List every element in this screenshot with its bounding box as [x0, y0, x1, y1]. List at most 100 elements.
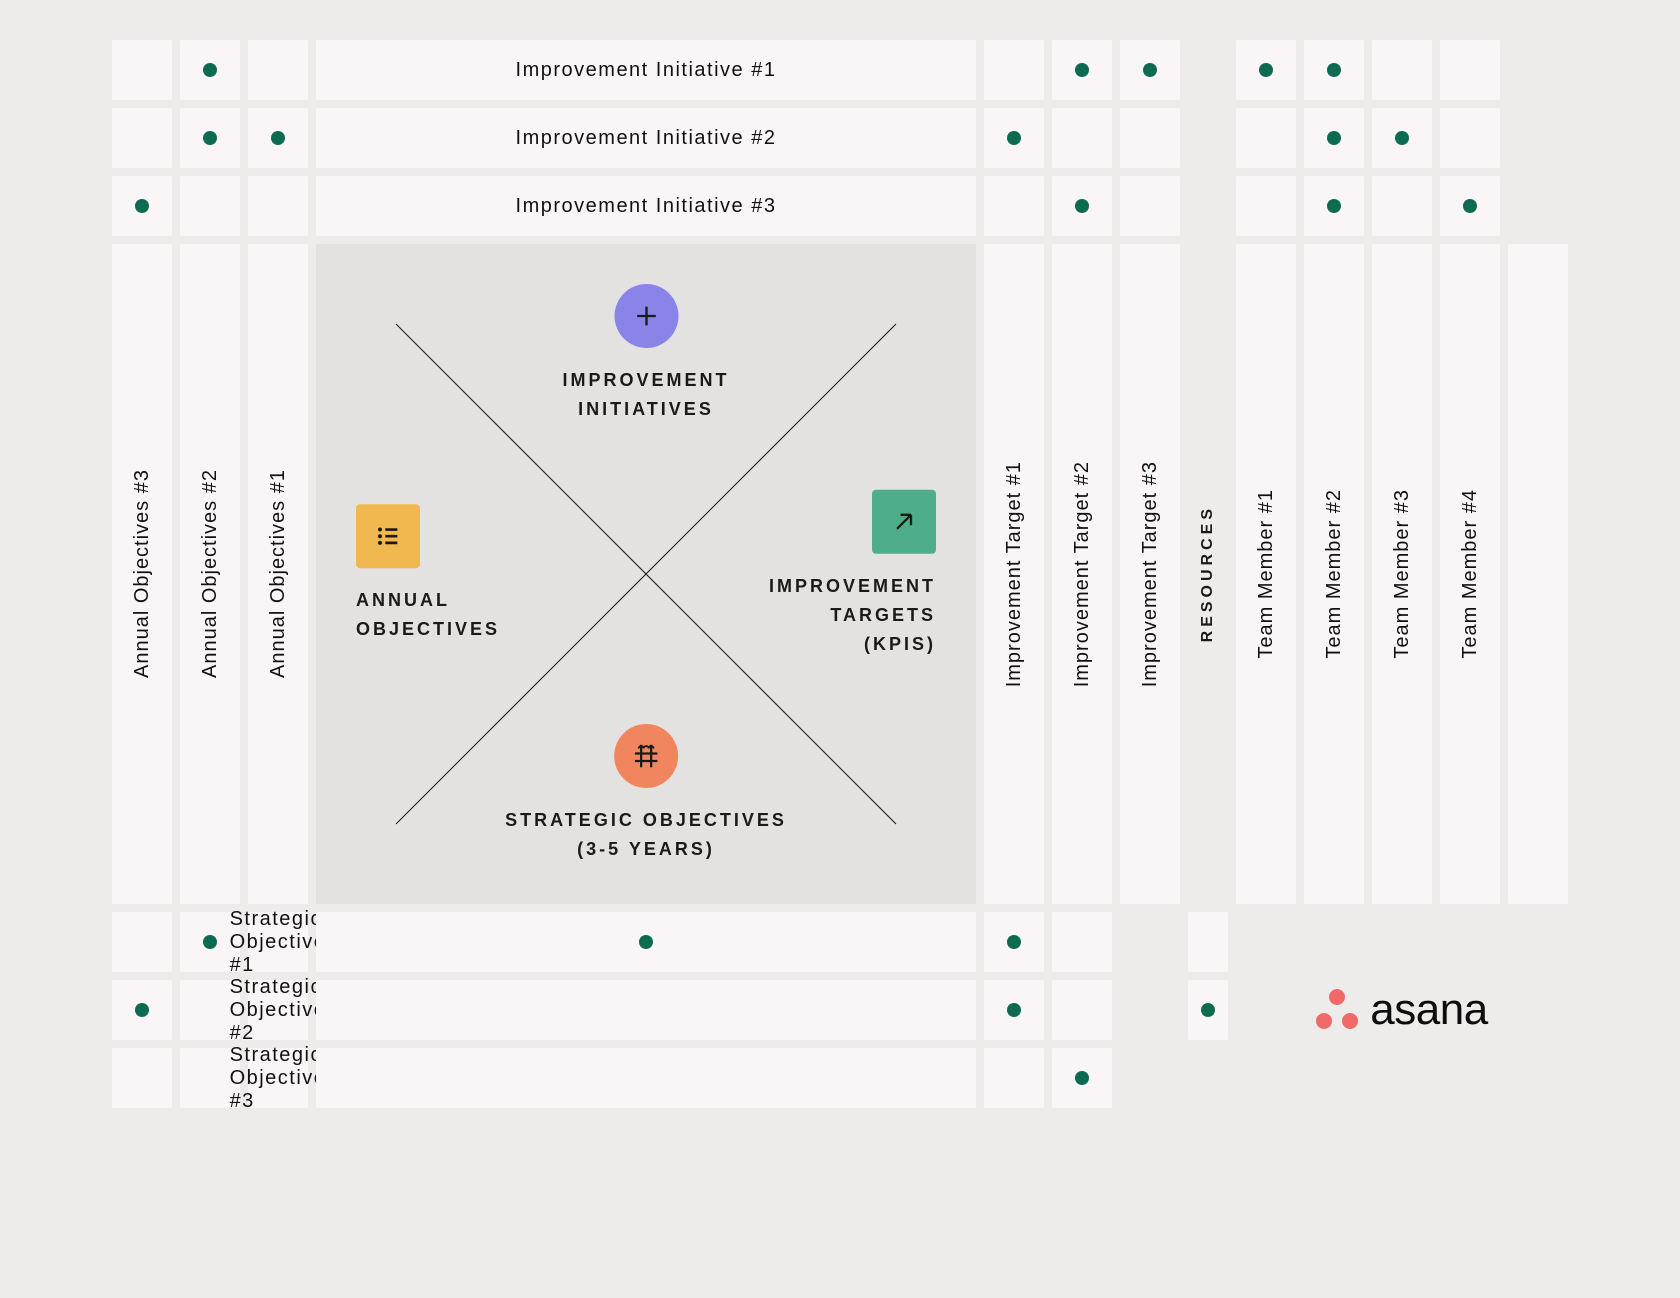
- dot-icon: [1327, 199, 1341, 213]
- cell-it2-ii2: [1052, 108, 1112, 168]
- cell-it1-ii1: [984, 40, 1044, 100]
- cell-tm2-ii2: [1304, 108, 1364, 168]
- arrow-icon: [872, 490, 936, 554]
- spacer: [1188, 176, 1228, 236]
- grid-icon: [614, 724, 678, 788]
- cell-tm1-ii1: [1236, 40, 1296, 100]
- cell-it2-so2: [984, 980, 1044, 1040]
- spacer: [1188, 108, 1228, 168]
- col-label-it2: Improvement Target #2: [1052, 244, 1112, 904]
- cell-ao2-ii2: [180, 108, 240, 168]
- cell-tm2-ii1: [1304, 40, 1364, 100]
- cell-ao2-so2: [112, 980, 172, 1040]
- cell-tm3-ii1: [1372, 40, 1432, 100]
- cell-it1-so2: [316, 980, 976, 1040]
- cell-ao2-ii1: [180, 40, 240, 100]
- cell-ao1-ii1: [248, 40, 308, 100]
- spacer: [1120, 912, 1180, 972]
- row-label-ii3: Improvement Initiative #3: [316, 176, 976, 236]
- dot-icon: [135, 199, 149, 213]
- dot-icon: [1327, 63, 1341, 77]
- cell-it1-ii2: [984, 108, 1044, 168]
- col-label-tm2: Team Member #2: [1304, 244, 1364, 904]
- dot-icon: [1327, 131, 1341, 145]
- cell-it3-ii2: [1120, 108, 1180, 168]
- quad-right: IMPROVEMENT TARGETS (KPIS): [769, 490, 936, 658]
- cell-tm3-ii3: [1372, 176, 1432, 236]
- col-label-ao3: Annual Objectives #3: [112, 244, 172, 904]
- cell-tm1-ii3: [1236, 176, 1296, 236]
- col-label-tm4: Team Member #4: [1440, 244, 1500, 904]
- dot-icon: [1075, 63, 1089, 77]
- col-label-tm1: Team Member #1: [1236, 244, 1296, 904]
- cell-it3-ii1: [1120, 40, 1180, 100]
- dot-icon: [1075, 1071, 1089, 1085]
- cell-tm1-ii2: [1236, 108, 1296, 168]
- cell-tm2-ii3: [1304, 176, 1364, 236]
- spacer: [1120, 980, 1180, 1040]
- dot-icon: [135, 1003, 149, 1017]
- quad-right-label: IMPROVEMENT TARGETS (KPIS): [769, 572, 936, 658]
- row-label-so2: Strategic Objective #2: [248, 980, 308, 1040]
- center-x-diagram: IMPROVEMENT INITIATIVES ANNUAL OBJECTIVE…: [316, 244, 976, 904]
- brand-name: asana: [1370, 985, 1487, 1035]
- dot-icon: [1007, 1003, 1021, 1017]
- asana-dots-icon: [1316, 989, 1358, 1031]
- spacer: [1508, 176, 1568, 236]
- cell-ao3-so2: [1188, 912, 1228, 972]
- quad-top: IMPROVEMENT INITIATIVES: [562, 284, 729, 424]
- row-label-ii1: Improvement Initiative #1: [316, 40, 976, 100]
- dot-icon: [1007, 131, 1021, 145]
- cell-it2-ii3: [1052, 176, 1112, 236]
- cell-it3-so2: [1052, 980, 1112, 1040]
- col-label-it1: Improvement Target #1: [984, 244, 1044, 904]
- spacer: [1508, 40, 1568, 100]
- cell-tm3-ii2: [1372, 108, 1432, 168]
- quad-left: ANNUAL OBJECTIVES: [356, 504, 500, 644]
- cell-ao3-ii1: [112, 40, 172, 100]
- dot-icon: [271, 131, 285, 145]
- dot-icon: [1463, 199, 1477, 213]
- spacer: [1120, 1048, 1180, 1108]
- resources-header: RESOURCES: [1188, 244, 1228, 904]
- cell-tm4-ii3: [1440, 176, 1500, 236]
- cell-ao1-ii3: [248, 176, 308, 236]
- row-label-so1: Strategic Objective #1: [248, 912, 308, 972]
- cell-it3-so3: [1052, 1048, 1112, 1108]
- cell-it2-so1: [984, 912, 1044, 972]
- cell-it2-ii1: [1052, 40, 1112, 100]
- dot-icon: [1007, 935, 1021, 949]
- quad-left-label: ANNUAL OBJECTIVES: [356, 586, 500, 644]
- cell-it3-so1: [1052, 912, 1112, 972]
- dot-icon: [639, 935, 653, 949]
- brand-logo: asana: [1236, 912, 1568, 1108]
- cell-ao3-so1: [1508, 244, 1568, 904]
- quad-bottom-label: STRATEGIC OBJECTIVES (3-5 YEARS): [505, 806, 787, 864]
- dot-icon: [1395, 131, 1409, 145]
- dot-icon: [1075, 199, 1089, 213]
- col-label-ao2: Annual Objectives #2: [180, 244, 240, 904]
- cell-it3-ii3: [1120, 176, 1180, 236]
- row-label-so3: Strategic Objective #3: [248, 1048, 308, 1108]
- cell-tm4-ii1: [1440, 40, 1500, 100]
- dot-icon: [203, 131, 217, 145]
- cell-ao2-ii3: [180, 176, 240, 236]
- col-label-tm3: Team Member #3: [1372, 244, 1432, 904]
- dot-icon: [203, 63, 217, 77]
- dot-icon: [1143, 63, 1157, 77]
- cell-it1-ii3: [984, 176, 1044, 236]
- cell-ao1-ii2: [248, 108, 308, 168]
- cell-ao3-so3: [1188, 980, 1228, 1040]
- cell-ao2-so1: [112, 912, 172, 972]
- dot-icon: [203, 935, 217, 949]
- cell-it2-so3: [984, 1048, 1044, 1108]
- cell-ao2-so3: [112, 1048, 172, 1108]
- spacer: [1188, 40, 1228, 100]
- spacer: [1508, 108, 1568, 168]
- quad-bottom: STRATEGIC OBJECTIVES (3-5 YEARS): [505, 724, 787, 864]
- cell-ao3-ii2: [112, 108, 172, 168]
- cell-it1-so1: [316, 912, 976, 972]
- quad-top-label: IMPROVEMENT INITIATIVES: [562, 366, 729, 424]
- list-icon: [356, 504, 420, 568]
- cell-it1-so3: [316, 1048, 976, 1108]
